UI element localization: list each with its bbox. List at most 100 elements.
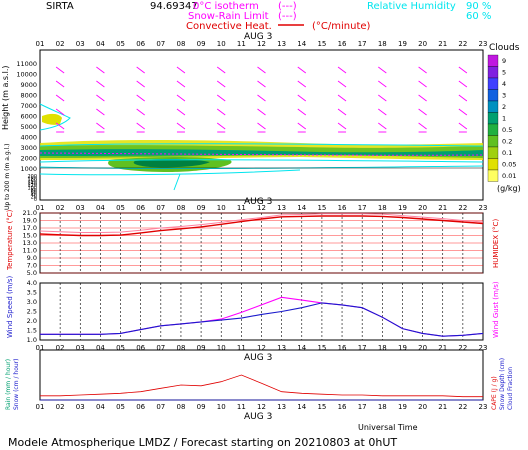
wind-arrow — [297, 94, 307, 102]
wind-arrow — [176, 94, 186, 102]
hour-tick-label: 05 — [116, 403, 125, 411]
height-tick-label-lower: 20 — [31, 195, 37, 201]
date-label-panel1: AUG 3 — [244, 197, 272, 207]
hour-tick-label: 09 — [197, 204, 206, 212]
temperature-tick-label: 13.0 — [23, 239, 37, 247]
colorbar-label: 0.2 — [502, 138, 512, 146]
legend-snow-rain: Snow-Rain Limit — [188, 11, 269, 22]
height-tick-label-lower: 40 — [31, 192, 37, 198]
height-tick-label: 1000 — [20, 165, 37, 173]
wind-arrow — [378, 66, 387, 74]
hour-tick-label: 12 — [257, 204, 266, 212]
wind-tick-label: 1.5 — [27, 327, 37, 335]
hour-tick-label: 19 — [398, 204, 407, 212]
station-coord: 94.69347 — [150, 1, 198, 12]
height-axis-label-lower: Up to 200 m (m a.g.l.) — [4, 144, 11, 210]
wind-arrow — [257, 80, 266, 88]
wind-tick-label: 1.0 — [27, 336, 37, 344]
cape-axis-label: CAPE (J / g) — [491, 376, 498, 410]
date-label-panel3: AUG 3 — [244, 353, 272, 363]
hour-tick-label: 02 — [56, 403, 65, 411]
height-tick-label-lower: 60 — [31, 190, 37, 196]
temperature-tick-label: 11.0 — [23, 247, 37, 255]
colorbar-swatch — [487, 123, 499, 136]
wind-arrow — [337, 122, 347, 130]
temperature-tick-label: 5.0 — [27, 269, 37, 277]
height-tick-label: 7000 — [20, 102, 37, 110]
hour-tick-label: 04 — [96, 40, 105, 48]
height-tick-label: 9000 — [20, 81, 37, 89]
wind-arrow — [136, 80, 145, 88]
hour-tick-label: 18 — [378, 204, 387, 212]
cloud-fraction-axis-label: Cloud Fraction — [507, 367, 514, 410]
hour-tick-label: 14 — [297, 40, 306, 48]
hour-tick-label: 15 — [317, 204, 326, 212]
wind-arrow — [55, 122, 65, 130]
hour-tick-label: 05 — [116, 40, 125, 48]
date-label-top: AUG 3 — [244, 32, 272, 42]
hour-tick-label: 11 — [237, 403, 246, 411]
hour-tick-label: 10 — [217, 403, 226, 411]
cloud-layers — [39, 103, 484, 191]
hour-tick-label: 12 — [257, 344, 266, 352]
wind-speed-axis-label: Wind Speed (m/s) — [6, 275, 14, 338]
wind-arrow — [257, 122, 266, 130]
hour-tick-label: 04 — [96, 344, 105, 352]
height-tick-label-lower: 160 — [27, 179, 37, 185]
height-tick-label-lower: 200 — [27, 174, 37, 180]
wind-arrow — [176, 122, 186, 130]
cloud-panel-frame — [39, 49, 484, 201]
hour-tick-label: 09 — [197, 403, 206, 411]
hour-tick-label: 16 — [338, 344, 347, 352]
wind-arrow — [96, 122, 105, 130]
temperature-tick-label: 21.0 — [23, 209, 37, 217]
wind-arrow — [257, 94, 266, 102]
wind-speed-line — [40, 302, 484, 337]
hour-tick-label: 12 — [257, 40, 266, 48]
wind-tick-label: 2.0 — [27, 317, 37, 325]
wind-arrow — [458, 66, 468, 74]
colorbar-title: Clouds — [489, 43, 520, 53]
hour-tick-label: 08 — [176, 204, 185, 212]
wind-arrow — [297, 108, 307, 116]
humidex-line — [39, 213, 484, 233]
wind-tick-label: 3.0 — [27, 298, 37, 306]
hour-tick-label: 06 — [136, 40, 145, 48]
snow-depth-axis-label: Snow Depth (cm) — [499, 358, 506, 410]
hour-tick-label: 06 — [136, 204, 145, 212]
wind-arrow — [418, 80, 427, 88]
wind-arrow — [55, 80, 65, 88]
rain-axis-label: Rain (mm / hour) — [5, 359, 12, 410]
hour-tick-label: 14 — [297, 204, 306, 212]
colorbar-label: 0.01 — [502, 172, 516, 180]
hour-tick-label: 22 — [458, 344, 467, 352]
hour-tick-label: 17 — [358, 403, 367, 411]
wind-arrow — [136, 66, 145, 74]
colorbar-label: 5 — [502, 69, 506, 77]
hour-tick-label: 21 — [438, 204, 447, 212]
wind-arrow — [96, 80, 105, 88]
hour-tick-label: 16 — [338, 403, 347, 411]
hour-tick-label: 06 — [136, 403, 145, 411]
wind-arrow — [418, 122, 427, 130]
hour-tick-label: 17 — [358, 40, 367, 48]
wind-arrow — [297, 80, 307, 88]
rain-panel-frame — [39, 349, 484, 401]
hour-tick-label: 13 — [277, 403, 286, 411]
hour-tick-label: 11 — [237, 204, 246, 212]
hour-tick-label: 17 — [358, 344, 367, 352]
wind-arrow — [418, 108, 427, 116]
wind-arrow — [458, 122, 468, 130]
colorbar-label: 3 — [502, 92, 506, 100]
colorbar-swatch — [487, 66, 499, 79]
wind-arrow — [337, 80, 347, 88]
height-tick-label: 10000 — [16, 71, 37, 79]
height-tick-label: 4000 — [20, 134, 37, 142]
wind-arrow — [216, 122, 226, 130]
hour-tick-label: 19 — [398, 403, 407, 411]
hour-tick-label: 02 — [56, 344, 65, 352]
hour-tick-label: 16 — [338, 40, 347, 48]
hour-tick-label: 17 — [358, 204, 367, 212]
legend-isotherm-dash: (---) — [278, 1, 297, 12]
wind-arrow — [378, 122, 387, 130]
